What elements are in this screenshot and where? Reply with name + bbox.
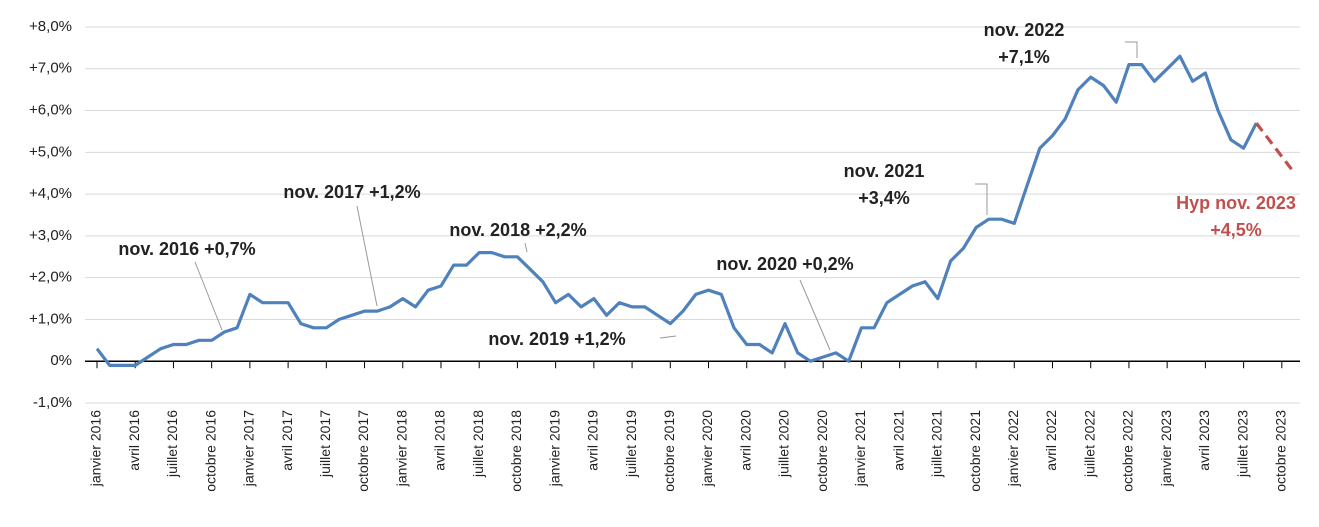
- x-tick-label: octobre 2019: [661, 410, 677, 492]
- x-tick-label: octobre 2017: [355, 410, 371, 492]
- x-tick-label: janvier 2017: [241, 410, 257, 487]
- x-tick-label: juillet 2016: [164, 410, 180, 478]
- leader-line: [799, 279, 831, 351]
- annotation: +3,4%: [858, 188, 910, 208]
- x-tick-label: octobre 2022: [1120, 410, 1136, 492]
- x-tick-label: janvier 2022: [1005, 410, 1021, 487]
- x-tick-label: janvier 2018: [393, 410, 409, 487]
- annotation: nov. 2019 +1,2%: [488, 329, 625, 349]
- x-tick-label: octobre 2016: [202, 410, 218, 492]
- x-tick-label: juillet 2023: [1234, 410, 1250, 478]
- x-tick-label: octobre 2023: [1273, 410, 1289, 492]
- y-tick-label: +5,0%: [29, 143, 72, 160]
- series-line: [1255, 122, 1296, 175]
- leader-line: [356, 205, 378, 307]
- y-tick-label: +8,0%: [29, 18, 72, 35]
- y-tick-label: +4,0%: [29, 185, 72, 202]
- x-tick-label: avril 2021: [890, 410, 906, 471]
- leader-line: [524, 242, 528, 253]
- y-tick-label: +7,0%: [29, 60, 72, 77]
- annotation: nov. 2018 +2,2%: [449, 220, 586, 240]
- x-tick-label: juillet 2017: [317, 410, 333, 478]
- leader-line: [975, 183, 988, 215]
- x-tick-label: juillet 2018: [470, 410, 486, 478]
- x-tick-label: janvier 2021: [852, 410, 868, 487]
- leader-line: [1125, 41, 1138, 58]
- y-tick-label: +6,0%: [29, 102, 72, 119]
- y-tick-label: 0%: [50, 352, 72, 369]
- annotation: nov. 2016 +0,7%: [118, 239, 255, 259]
- x-tick-label: avril 2023: [1196, 410, 1212, 471]
- leader-line: [659, 335, 677, 339]
- x-tick-label: octobre 2018: [508, 410, 524, 492]
- annotation: Hyp nov. 2023: [1176, 193, 1296, 213]
- annotation: nov. 2021: [844, 161, 925, 181]
- x-tick-label: avril 2018: [432, 410, 448, 471]
- x-tick-label: janvier 2020: [699, 410, 715, 487]
- leader-line: [194, 261, 223, 331]
- annotation: +4,5%: [1210, 220, 1262, 240]
- x-tick-label: octobre 2020: [814, 410, 830, 492]
- x-tick-label: avril 2022: [1043, 410, 1059, 471]
- y-tick-label: +3,0%: [29, 227, 72, 244]
- annotation: +7,1%: [998, 47, 1050, 67]
- annotation: nov. 2020 +0,2%: [716, 254, 853, 274]
- series-line: [95, 54, 1258, 367]
- y-tick-label: +2,0%: [29, 269, 72, 286]
- x-tick-label: avril 2016: [126, 410, 142, 471]
- x-tick-label: janvier 2023: [1158, 410, 1174, 487]
- x-tick-label: octobre 2021: [967, 410, 983, 492]
- y-tick-label: -1,0%: [33, 394, 72, 411]
- x-tick-label: juillet 2020: [776, 410, 792, 478]
- annotation: nov. 2022: [984, 20, 1065, 40]
- y-tick-label: +1,0%: [29, 310, 72, 327]
- annotation: nov. 2017 +1,2%: [283, 182, 420, 202]
- x-tick-label: juillet 2022: [1081, 410, 1097, 478]
- x-tick-label: avril 2020: [737, 410, 753, 471]
- x-tick-label: avril 2017: [279, 410, 295, 471]
- x-tick-label: juillet 2019: [623, 410, 639, 478]
- x-tick-label: janvier 2016: [88, 410, 104, 487]
- x-tick-label: juillet 2021: [929, 410, 945, 478]
- x-tick-label: avril 2019: [585, 410, 601, 471]
- x-tick-label: janvier 2019: [546, 410, 562, 487]
